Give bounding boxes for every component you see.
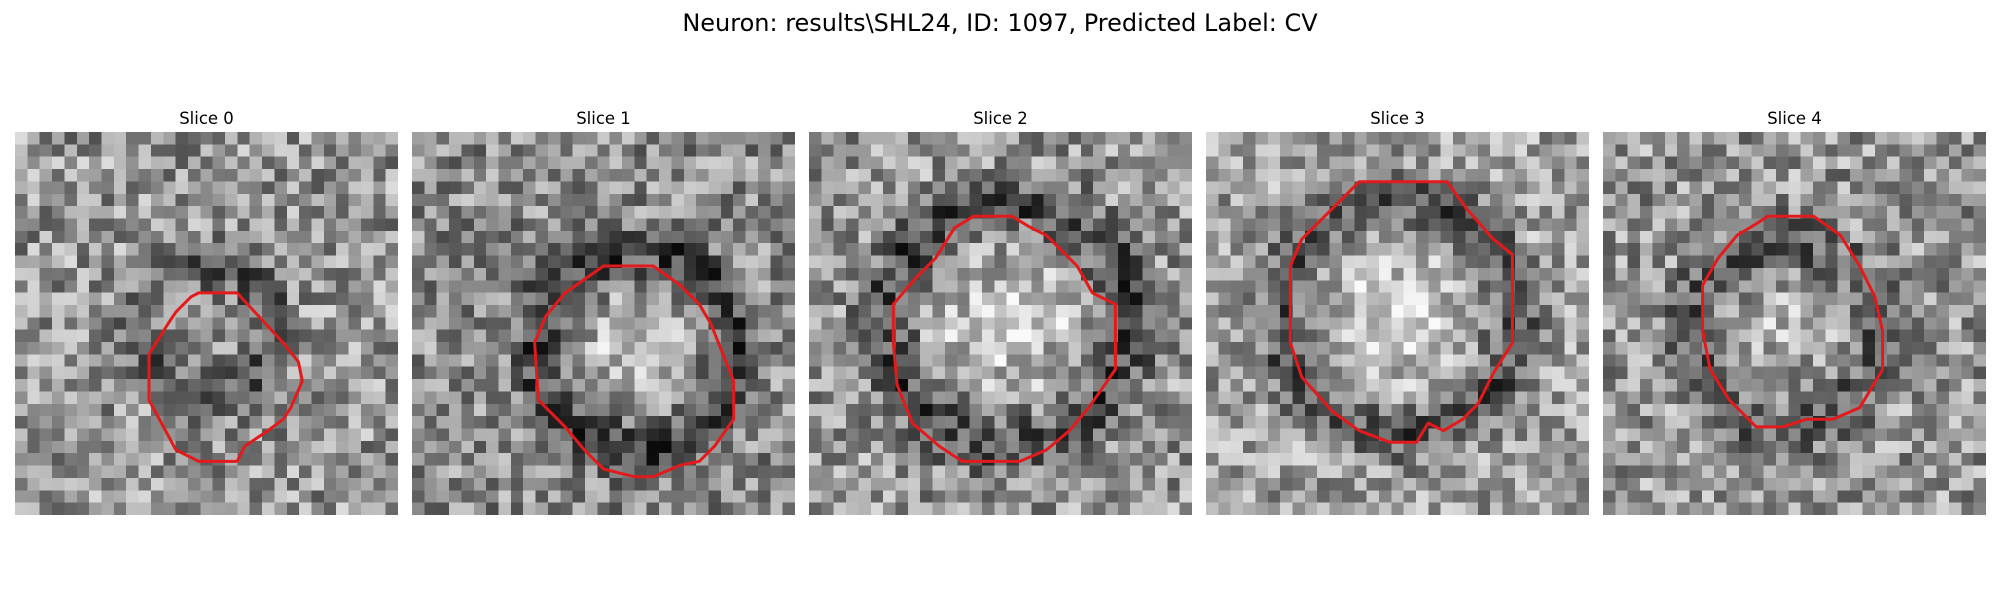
roi-contour — [533, 264, 736, 479]
roi-contour — [891, 214, 1117, 463]
slice-panel-3: Slice 3 — [1206, 108, 1589, 515]
roi-contour — [1701, 214, 1885, 429]
slice-title: Slice 0 — [179, 109, 234, 128]
slice-image-svg — [15, 132, 398, 515]
slice-image — [15, 132, 398, 515]
figure-title: Neuron: results\SHL24, ID: 1097, Predict… — [682, 9, 1318, 37]
slice-title: Slice 4 — [1767, 109, 1822, 128]
slice-image — [1206, 132, 1589, 515]
pixel-grid — [1603, 132, 1986, 515]
pixel-grid — [15, 132, 398, 515]
slice-title: Slice 2 — [973, 109, 1028, 128]
slice-panel-1: Slice 1 — [412, 108, 795, 515]
pixel-grid — [809, 132, 1192, 515]
slice-image-svg — [1603, 132, 1986, 515]
slice-panel-2: Slice 2 — [809, 108, 1192, 515]
roi-contour — [1288, 180, 1514, 444]
roi-contour — [147, 291, 304, 463]
slice-title: Slice 1 — [576, 109, 631, 128]
slice-image — [412, 132, 795, 515]
slice-image-svg — [809, 132, 1192, 515]
slice-title: Slice 3 — [1370, 109, 1425, 128]
pixel-grid — [412, 132, 795, 515]
slice-panel-0: Slice 0 — [15, 108, 398, 515]
slice-image — [809, 132, 1192, 515]
slice-image-svg — [1206, 132, 1589, 515]
pixel-grid — [1206, 132, 1589, 515]
slice-image-svg — [412, 132, 795, 515]
slice-image — [1603, 132, 1986, 515]
slice-panel-4: Slice 4 — [1603, 108, 1986, 515]
